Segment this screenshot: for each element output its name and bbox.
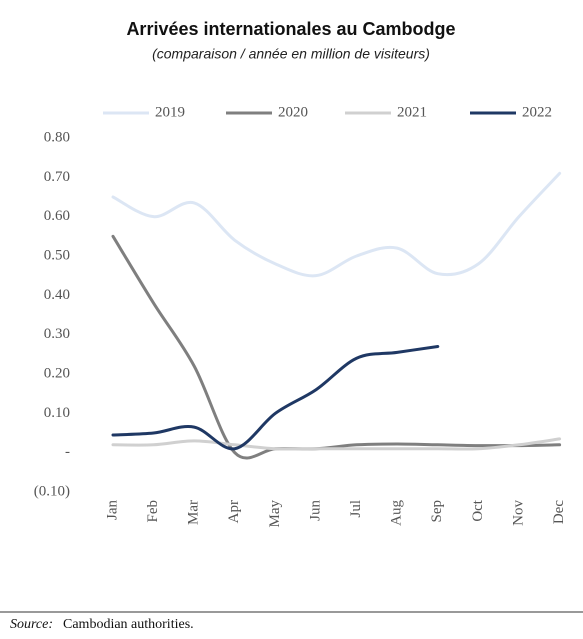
x-tick-label: Jul — [348, 500, 364, 518]
y-tick-label: 0.50 — [44, 247, 70, 263]
y-tick-label: 0.20 — [44, 365, 70, 381]
y-tick-label: (0.10) — [34, 483, 70, 499]
legend-label: 2021 — [397, 104, 427, 120]
y-tick-label: 0.40 — [44, 287, 70, 303]
x-tick-label: Mar — [186, 500, 202, 525]
x-tick-label: Jun — [307, 500, 323, 521]
y-tick-label: 0.70 — [44, 169, 70, 185]
y-tick-label: 0.80 — [44, 129, 70, 145]
x-tick-label: Jan — [104, 500, 120, 520]
legend-label: 2019 — [155, 104, 185, 120]
source-text: Cambodian authorities. — [63, 617, 194, 632]
x-tick-label: May — [267, 500, 283, 528]
series-line — [111, 344, 440, 451]
y-tick-label: - — [65, 444, 70, 460]
x-tick-label: Feb — [145, 500, 161, 523]
x-tick-label: Dec — [551, 500, 567, 524]
x-tick-label: Nov — [510, 500, 526, 526]
legend-label: 2022 — [522, 104, 552, 120]
chart-title: Arrivées internationales au Cambodge — [126, 19, 455, 39]
source-label: Source: — [10, 617, 53, 632]
series-line — [111, 171, 562, 278]
series-line — [111, 437, 562, 451]
x-tick-label: Aug — [389, 500, 405, 526]
x-tick-label: Sep — [429, 500, 445, 523]
series-line — [111, 234, 562, 460]
y-tick-label: 0.10 — [44, 405, 70, 421]
y-tick-label: 0.60 — [44, 208, 70, 224]
x-tick-label: Apr — [226, 500, 242, 523]
x-tick-label: Oct — [470, 499, 486, 521]
y-tick-label: 0.30 — [44, 326, 70, 342]
legend-label: 2020 — [278, 104, 308, 120]
chart-subtitle: (comparaison / année en million de visit… — [152, 46, 430, 62]
